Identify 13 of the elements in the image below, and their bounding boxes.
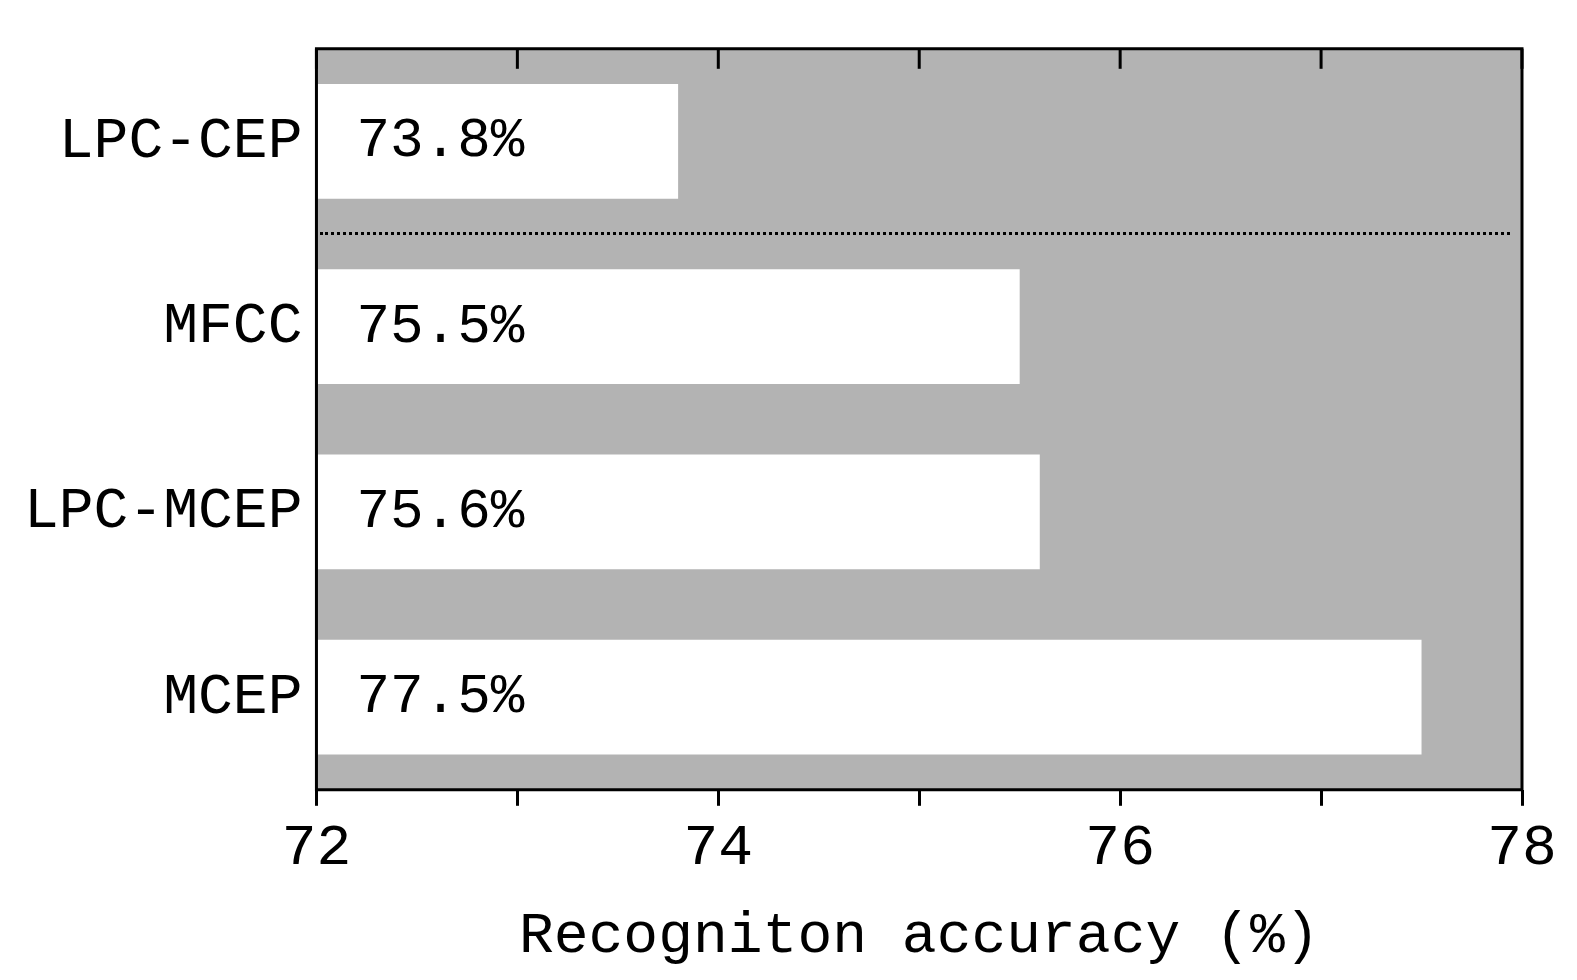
data-label: 77.5% <box>356 665 525 729</box>
x-tick-label: 78 <box>1487 815 1557 881</box>
data-label: 75.6% <box>356 479 525 544</box>
y-tick-label: MCEP <box>163 664 303 730</box>
data-label: 75.5% <box>356 294 525 359</box>
x-tick-label: 72 <box>281 815 352 881</box>
y-tick-label: LPC-CEP <box>58 108 303 174</box>
data-label: 73.8% <box>356 109 525 174</box>
x-axis-title: Recogniton accuracy (%) <box>518 903 1320 969</box>
x-tick-label: 76 <box>1085 815 1155 881</box>
y-tick-label: LPC-MCEP <box>23 479 303 545</box>
x-tick-label: 74 <box>683 815 754 881</box>
y-tick-label: MFCC <box>163 294 303 360</box>
